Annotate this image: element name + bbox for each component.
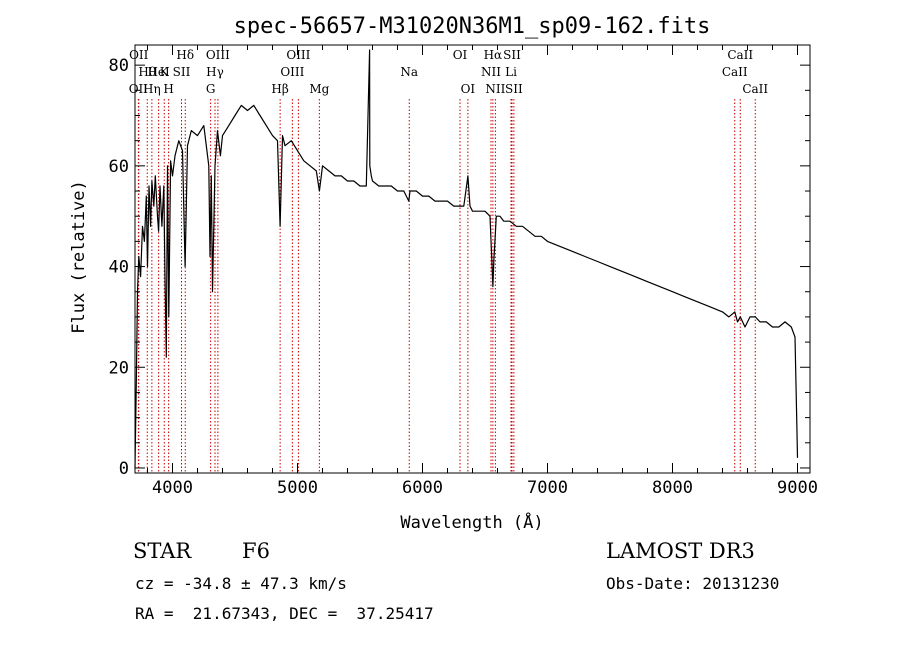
redshift-readout: cz = -34.8 ± 47.3 km/s: [135, 574, 347, 593]
line-marker-label: SII: [505, 82, 523, 96]
line-marker-label: Na: [400, 65, 418, 79]
line-marker-label: SII: [503, 48, 521, 62]
line-marker-label: Hγ: [206, 65, 224, 79]
line-marker-label: OIII: [286, 48, 310, 62]
axes-layer: 4000 5000 6000 7000 8000 9000 0 20 40 60 80: [109, 44, 818, 498]
line-marker-label: CaII: [742, 82, 768, 96]
line-marker-label: OIII: [280, 65, 304, 79]
chart-title: spec-56657-M31020N36M1_sp09-162.fits: [234, 14, 711, 39]
y-tick-label: 60: [109, 157, 129, 177]
x-tick-label: 6000: [402, 478, 443, 498]
line-marker-label: SII: [173, 65, 191, 79]
line-marker-label: Mg: [309, 82, 329, 96]
line-marker-label: Li: [505, 65, 517, 79]
coordinates-readout: RA = 21.67343, DEC = 37.25417: [135, 604, 434, 623]
x-tick-label: 7000: [527, 478, 568, 498]
line-marker-label: H: [163, 82, 173, 96]
y-tick-label: 0: [119, 459, 129, 479]
line-marker-label: OII: [129, 82, 149, 96]
line-marker-label: Hβ: [271, 82, 288, 96]
y-tick-label: 40: [109, 258, 129, 278]
x-tick-label: 8000: [652, 478, 693, 498]
y-tick-label: 20: [109, 358, 129, 378]
line-marker-label: CaII: [727, 48, 753, 62]
x-tick-label: 4000: [152, 478, 193, 498]
survey-release: LAMOST DR3: [606, 539, 755, 563]
line-marker-label: OII: [129, 48, 149, 62]
line-marker-label: NII: [481, 65, 501, 79]
obs-date: Obs-Date: 20131230: [606, 574, 780, 593]
x-tick-label: 9000: [777, 478, 818, 498]
line-marker-label: Hη: [143, 82, 161, 96]
line-marker-label: NII: [485, 82, 505, 96]
line-marker-label: HeI: [147, 65, 170, 79]
line-markers-layer: OIIHθOIIHηKHeIHSIIHδGHγOIIIHβOIIIOIIIMgN…: [129, 48, 768, 473]
line-marker-label: Hθ: [138, 65, 156, 79]
spectrum-layer: [134, 49, 799, 469]
object-subclass: F6: [242, 539, 270, 563]
line-marker-label: G: [206, 82, 216, 96]
line-marker-label: CaII: [722, 65, 748, 79]
line-marker-label: OIII: [206, 48, 230, 62]
spectrum-line: [134, 49, 799, 469]
line-marker-label: OI: [461, 82, 476, 96]
y-tick-label: 80: [109, 56, 129, 76]
line-marker-label: OI: [453, 48, 468, 62]
plot-frame: [134, 44, 811, 474]
line-marker-label: Hα: [484, 48, 503, 62]
line-marker-label: Hδ: [176, 48, 194, 62]
x-tick-label: 5000: [277, 478, 318, 498]
object-class: STAR: [133, 539, 192, 563]
y-axis-label: Flux (relative): [69, 180, 89, 334]
x-axis-label: Wavelength (Å): [400, 511, 543, 533]
line-marker-label: K: [160, 65, 170, 79]
